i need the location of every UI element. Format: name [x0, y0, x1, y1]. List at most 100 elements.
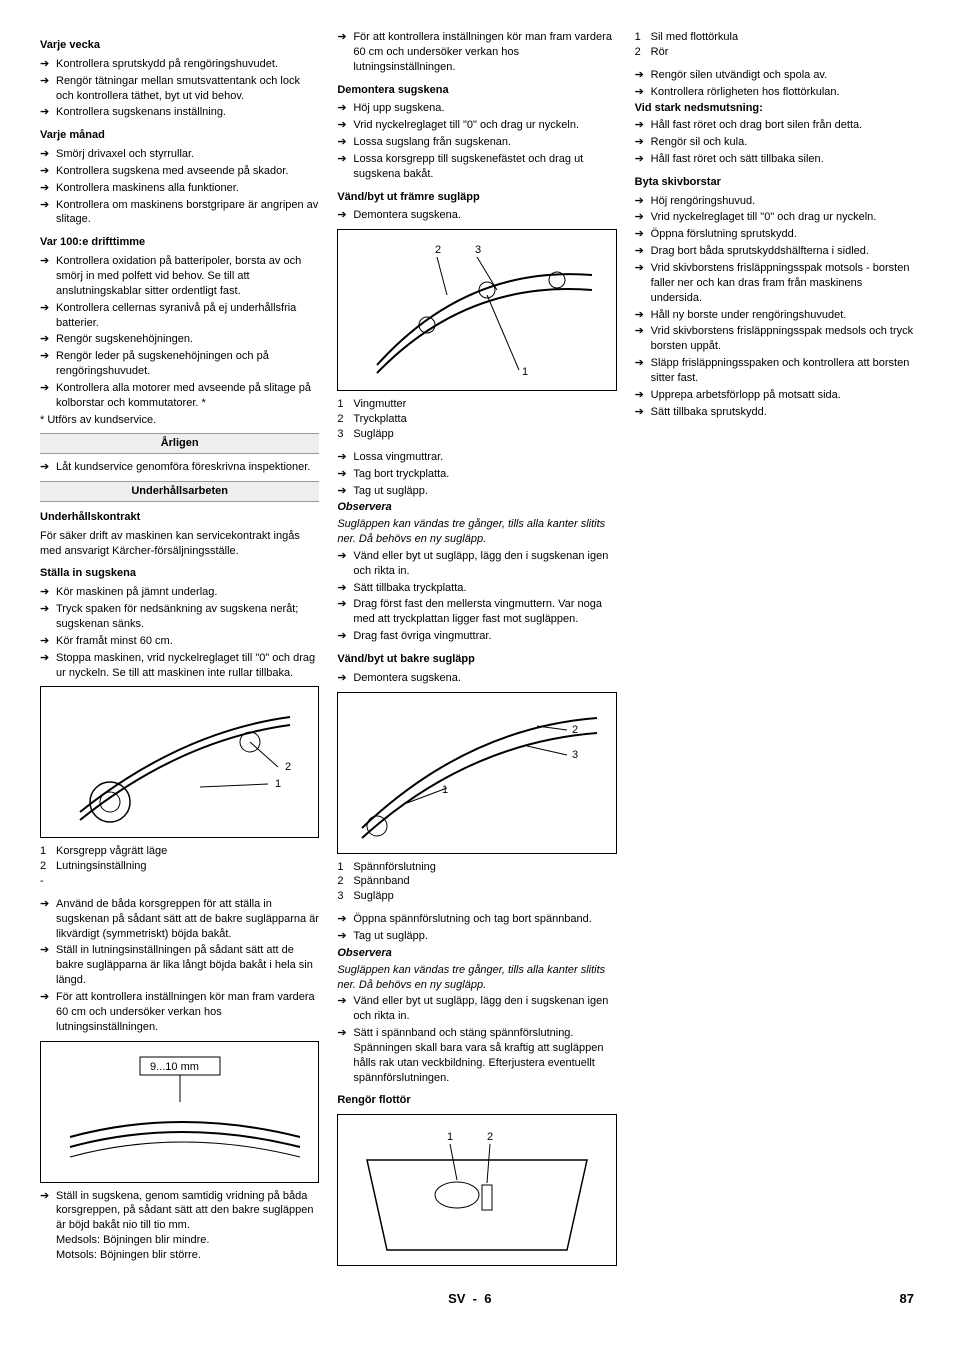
text-kontrakt: För säker drift av maskinen kan servicek…: [40, 529, 319, 559]
list-item: Kontrollera om maskinens borstgripare är…: [40, 198, 319, 228]
figure-9-10mm: 9...10 mm: [40, 1041, 319, 1183]
list-item: Demontera sugskena.: [337, 208, 616, 223]
svg-text:3: 3: [572, 749, 578, 761]
legend-num: 1: [635, 30, 651, 45]
svg-text:1: 1: [447, 1131, 453, 1143]
list-stalla: Kör maskinen på jämnt underlag. Tryck sp…: [40, 585, 319, 680]
legend-label: Tryckplatta: [353, 412, 406, 427]
legend-2: 1Vingmutter 2Tryckplatta 3Sugläpp: [337, 397, 616, 442]
legend-3: 1Spännförslutning 2Spännband 3Sugläpp: [337, 860, 616, 905]
footer-dash: -: [473, 1291, 477, 1306]
list-vand-framre: Vänd eller byt ut sugläpp, lägg den i su…: [337, 549, 616, 644]
list-item: Kontrollera maskinens alla funktioner.: [40, 181, 319, 196]
legend-4: 1Sil med flottörkula 2Rör: [635, 30, 914, 60]
observera-body: Sugläppen kan vändas tre gånger, tills a…: [337, 963, 616, 993]
list-oppna: Öppna spännförslutning och tag bort spän…: [337, 912, 616, 944]
list-item: Smörj drivaxel och styrrullar.: [40, 147, 319, 162]
list-item: Ställ in sugskena, genom samtidig vridni…: [40, 1189, 319, 1263]
list-item: Rengör tätningar mellan smutsvattentank …: [40, 74, 319, 104]
figure-flottor: 1 2: [337, 1114, 616, 1266]
list-framre: Demontera sugskena.: [337, 208, 616, 223]
list-item: Vänd eller byt ut sugläpp, lägg den i su…: [337, 994, 616, 1024]
list-item: Rengör leder på sugskenehöjningen och på…: [40, 349, 319, 379]
list-demont: Höj upp sugskena. Vrid nyckelreglaget ti…: [337, 101, 616, 181]
list-item: Höj upp sugskena.: [337, 101, 616, 116]
list-item: Kontrollera oxidation på batteripoler, b…: [40, 254, 319, 299]
footer-local-page: 6: [484, 1291, 491, 1306]
svg-text:2: 2: [487, 1131, 493, 1143]
list-item: Håll fast röret och drag bort silen från…: [635, 118, 914, 133]
list-item: Tag ut sugläpp.: [337, 929, 616, 944]
legend-num: 1: [337, 397, 353, 412]
list-item: Lossa korsgrepp till sugskenefästet och …: [337, 152, 616, 182]
list-item: Använd de båda korsgreppen för att ställ…: [40, 897, 319, 942]
diagram-icon: 1 2 3: [347, 698, 607, 848]
list-item: Vrid nyckelreglaget till "0" och drag ur…: [635, 210, 914, 225]
legend-num: 2: [337, 412, 353, 427]
list-item: Kontrollera sugskenans inställning.: [40, 105, 319, 120]
heading-flottor: Rengör flottör: [337, 1093, 616, 1108]
list-item: Sätt i spännband och stäng spännförslutn…: [337, 1026, 616, 1085]
list-item: Släpp frisläppningsspaken och kontroller…: [635, 356, 914, 386]
list-item: Kontrollera sugskena med avseende på ska…: [40, 164, 319, 179]
heading-framre: Vänd/byt ut främre sugläpp: [337, 190, 616, 205]
figure-framre-suglapp: 2 3 1: [337, 229, 616, 391]
list-item: Öppna spännförslutning och tag bort spän…: [337, 912, 616, 927]
page-content: Varje vecka Kontrollera sprutskydd på re…: [40, 30, 914, 1270]
svg-text:2: 2: [435, 244, 441, 256]
legend-num: 3: [337, 889, 353, 904]
heading-kontrakt: Underhållskontrakt: [40, 510, 319, 525]
legend-label: Sugläpp: [353, 889, 393, 904]
list-item: Demontera sugskena.: [337, 671, 616, 686]
list-col2-top: Ställ in lutningsinställningen på sådant…: [40, 943, 319, 1034]
list-item: Drag först fast den mellersta vingmutter…: [337, 597, 616, 627]
list-item: Upprepa arbetsförlopp på motsatt sida.: [635, 388, 914, 403]
list-item: Håll fast röret och sätt tillbaka silen.: [635, 152, 914, 167]
list-item: Vrid skivborstens frisläppningsspak mots…: [635, 261, 914, 306]
legend-num: 1: [40, 844, 56, 859]
legend-label: Sugläpp: [353, 427, 393, 442]
list-item: Håll ny borste under rengöringshuvudet.: [635, 308, 914, 323]
legend-label: Sil med flottörkula: [651, 30, 738, 45]
list-item: Kontrollera rörligheten hos flottörkulan…: [635, 85, 914, 100]
list-bakre: Demontera sugskena.: [337, 671, 616, 686]
list-anvand: Använd de båda korsgreppen för att ställ…: [40, 897, 319, 942]
list-item: Sätt tillbaka sprutskydd.: [635, 405, 914, 420]
list-item: Rengör sugskenehöjningen.: [40, 332, 319, 347]
list-vecka: Kontrollera sprutskydd på rengöringshuvu…: [40, 57, 319, 120]
svg-text:2: 2: [285, 761, 291, 773]
heading-varje-vecka: Varje vecka: [40, 38, 319, 53]
list-item: Lossa sugslang från sugskenan.: [337, 135, 616, 150]
legend-num: 1: [337, 860, 353, 875]
text: Motsols: Böjningen blir större.: [56, 1249, 201, 1261]
diagram-icon: 1 2: [50, 692, 310, 832]
heading-100-drifttimme: Var 100:e drifttimme: [40, 235, 319, 250]
legend-label: Lutningsinställning: [56, 859, 147, 874]
list-stark: Håll fast röret och drag bort silen från…: [635, 118, 914, 167]
footer-lang: SV: [448, 1291, 465, 1306]
list-item: Kontrollera sprutskydd på rengöringshuvu…: [40, 57, 319, 72]
svg-text:1: 1: [275, 778, 281, 790]
list-manad: Smörj drivaxel och styrrullar. Kontrolle…: [40, 147, 319, 227]
heading-varje-manad: Varje månad: [40, 128, 319, 143]
list-item: Rengör sil och kula.: [635, 135, 914, 150]
footer-center: SV - 6: [40, 1290, 900, 1308]
heading-byta: Byta skivborstar: [635, 175, 914, 190]
list-item: Kontrollera alla motorer med avseende på…: [40, 381, 319, 411]
list-item: Vrid nyckelreglaget till "0" och drag ur…: [337, 118, 616, 133]
observera-heading: Observera: [337, 947, 391, 959]
heading-demontera: Demontera sugskena: [337, 83, 616, 98]
list-item: För att kontrollera inställningen kör ma…: [337, 30, 616, 75]
figure-bakre-suglapp: 1 2 3: [337, 692, 616, 854]
heading-stalla: Ställa in sugskena: [40, 566, 319, 581]
svg-text:3: 3: [475, 244, 481, 256]
legend-label: Spännförslutning: [353, 860, 436, 875]
diagram-icon: 1 2: [347, 1120, 607, 1260]
list-byta: Höj rengöringshuvud. Vrid nyckelreglaget…: [635, 194, 914, 420]
legend-num: 2: [40, 859, 56, 874]
list-item: Drag fast övriga vingmuttrar.: [337, 629, 616, 644]
figure-korsgrepp: 1 2: [40, 686, 319, 838]
list-item: Öppna förslutning sprutskydd.: [635, 227, 914, 242]
text: Ställ in sugskena, genom samtidig vridni…: [56, 1190, 313, 1232]
dimension-label: 9...10 mm: [150, 1061, 199, 1073]
